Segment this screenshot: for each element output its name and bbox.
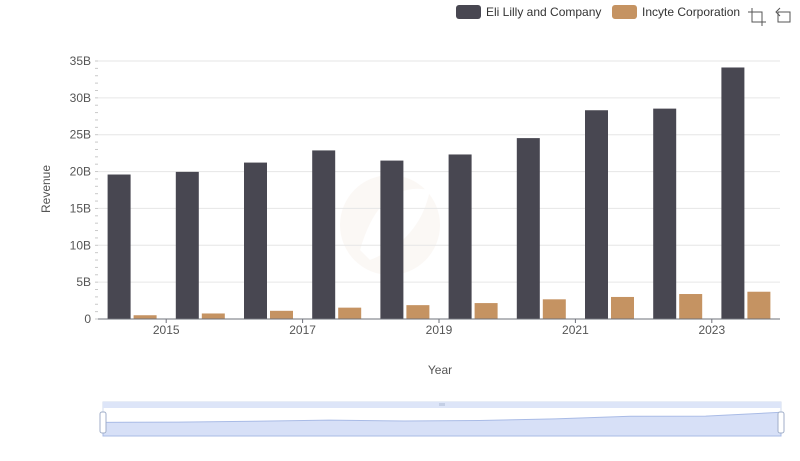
x-axis: 2015 2017 2019 2021 2023 [98, 318, 780, 337]
bar-incyte-2016[interactable] [270, 310, 293, 319]
x-tick-label: 2019 [426, 323, 453, 337]
bar-eli-lilly-2015[interactable] [175, 171, 199, 319]
bar-eli-lilly-2020[interactable] [516, 138, 540, 319]
grip-icon [439, 403, 445, 406]
data-zoom-start-handle[interactable] [99, 411, 107, 434]
bar-eli-lilly-2022[interactable] [653, 108, 677, 319]
data-zoom-slider[interactable] [99, 401, 785, 437]
bar-incyte-2020[interactable] [542, 299, 566, 319]
y-tick-label: 10B [70, 238, 91, 252]
bar-eli-lilly-2017[interactable] [312, 150, 336, 319]
legend-label-incyte: Incyte Corporation [642, 5, 740, 19]
chart-legend: Eli Lilly and Company Incyte Corporation [456, 5, 740, 19]
legend-swatch-eli-lilly [456, 5, 481, 19]
bar-eli-lilly-2021[interactable] [585, 110, 608, 319]
bar-eli-lilly-2014[interactable] [107, 174, 131, 319]
bar-incyte-2015[interactable] [201, 313, 225, 319]
x-tick-label: 2015 [153, 323, 180, 337]
y-tick-label: 0 [84, 312, 91, 326]
x-axis-title: Year [428, 363, 452, 377]
legend-item-eli-lilly[interactable]: Eli Lilly and Company [456, 5, 601, 19]
bar-incyte-2022[interactable] [679, 294, 703, 319]
bar-incyte-2014[interactable] [133, 315, 157, 319]
bar-eli-lilly-2023[interactable] [721, 67, 745, 320]
bar-incyte-2019[interactable] [474, 303, 498, 319]
legend-label-eli-lilly: Eli Lilly and Company [486, 5, 601, 19]
bars [107, 67, 771, 320]
gridlines [98, 60, 780, 320]
bar-incyte-2017[interactable] [338, 307, 362, 319]
y-tick-label: 25B [70, 128, 91, 142]
y-axis-title: Revenue [39, 165, 53, 213]
y-tick-label: 30B [70, 91, 91, 105]
y-tick-label: 20B [70, 165, 91, 179]
bar-eli-lilly-2018[interactable] [380, 160, 404, 319]
legend-swatch-incyte [612, 5, 637, 19]
y-tick-label: 5B [76, 275, 91, 289]
y-axis-ticks: 0 5B 10B 15B 20B 25B 30B 35B [70, 54, 98, 326]
x-tick-label: 2017 [289, 323, 316, 337]
data-zoom-end-handle[interactable] [777, 411, 785, 434]
bar-incyte-2023[interactable] [747, 291, 771, 319]
bar-incyte-2018[interactable] [406, 305, 430, 319]
bar-incyte-2021[interactable] [611, 296, 634, 319]
y-tick-label: 35B [70, 54, 91, 68]
x-tick-label: 2021 [562, 323, 589, 337]
legend-item-incyte[interactable]: Incyte Corporation [612, 5, 740, 19]
zoom-icon[interactable] [748, 8, 766, 26]
y-tick-label: 15B [70, 201, 91, 215]
bar-eli-lilly-2016[interactable] [244, 162, 267, 319]
reset-zoom-icon[interactable] [775, 7, 791, 23]
x-tick-label: 2023 [698, 323, 725, 337]
bar-eli-lilly-2019[interactable] [448, 154, 472, 319]
